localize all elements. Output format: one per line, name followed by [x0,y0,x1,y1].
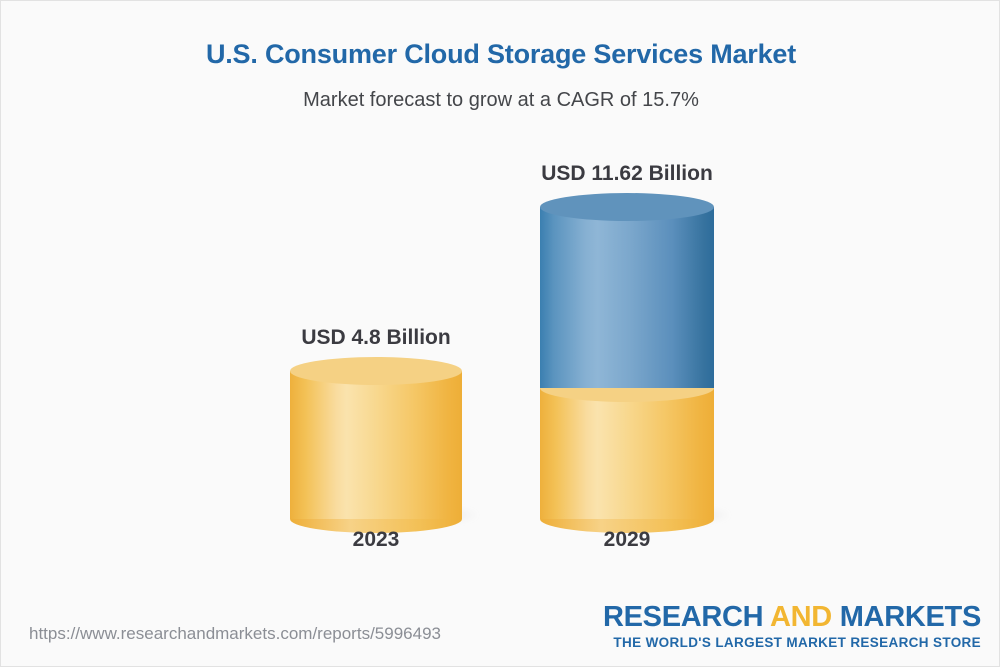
brand-logo[interactable]: RESEARCH AND MARKETS THE WORLD'S LARGEST… [603,603,981,650]
logo-word-research: RESEARCH [602,601,764,634]
chart-subtitle: Market forecast to grow at a CAGR of 15.… [303,89,699,111]
cylinder-segment-yellow [290,357,462,533]
cylinder-2029[interactable] [540,193,730,533]
cylinder-2023[interactable] [290,357,478,533]
cylinder-body [540,388,714,519]
category-label-2023: 2023 [352,528,400,551]
logo-wordmark: RESEARCH AND MARKETS [603,603,981,633]
cylinder-body [540,207,714,388]
data-label-2029: USD 11.62 Billion [541,162,713,185]
plot-area: USD 4.8 Billion 2023 USD 11.62 Billion [1,1,999,591]
logo-word-and: AND [770,601,832,634]
cylinder-body [290,371,462,519]
cylinder-segment-yellow [540,374,714,533]
source-url[interactable]: https://www.researchandmarkets.com/repor… [29,624,441,643]
cylinder-segment-blue [540,193,714,388]
page-title: U.S. Consumer Cloud Storage Services Mar… [205,39,797,69]
data-label-2023: USD 4.8 Billion [301,326,451,349]
category-label-2029: 2029 [603,528,651,551]
cylinder-top-ellipse [540,193,714,221]
cylinder-top-ellipse [290,357,462,385]
logo-word-markets: MARKETS [839,601,982,634]
logo-tagline: THE WORLD'S LARGEST MARKET RESEARCH STOR… [613,635,981,650]
